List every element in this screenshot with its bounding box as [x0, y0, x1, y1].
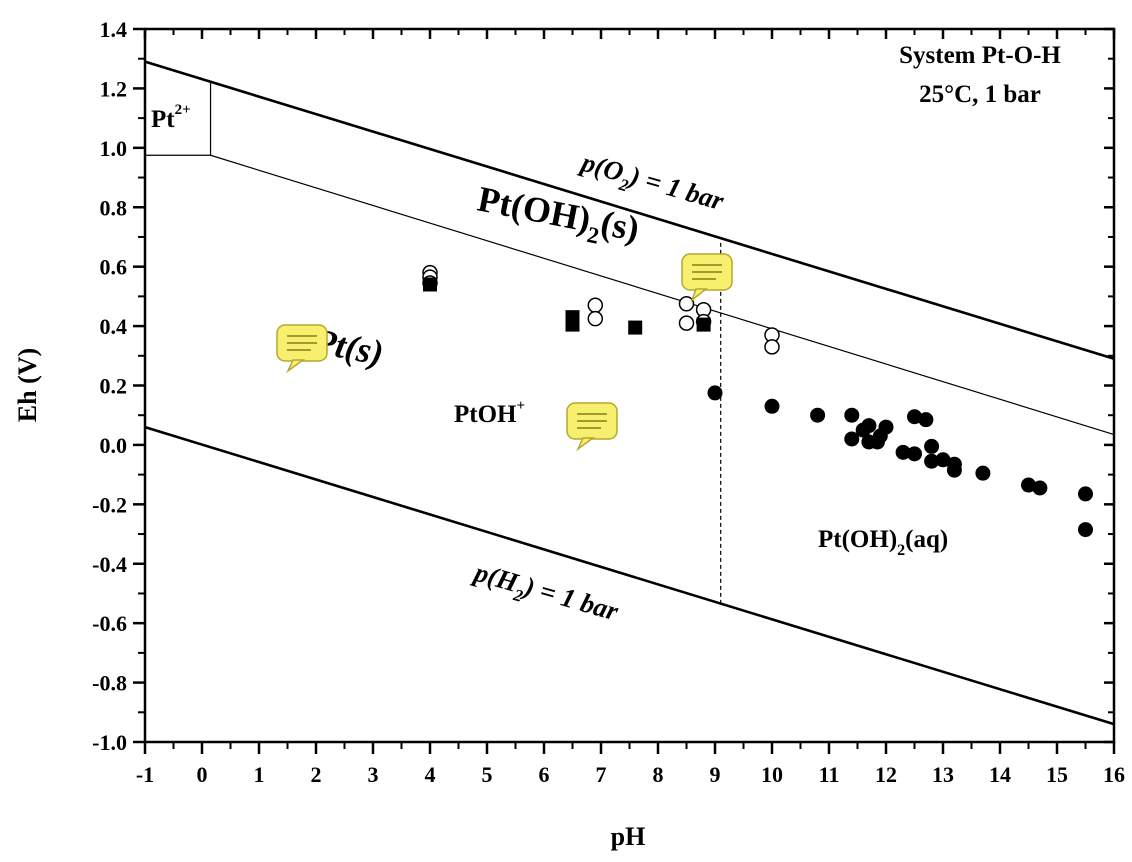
y-tick-label: -1.0 — [92, 730, 127, 755]
data-point-filled-circle — [924, 453, 940, 469]
data-point-filled-circle — [1021, 477, 1036, 493]
line-label-h2: p(H2) = 1 bar — [468, 556, 622, 632]
y-tick-label: 0.2 — [100, 374, 128, 399]
y-axis-title: Eh (V) — [13, 348, 42, 422]
x-tick-label: 12 — [875, 762, 897, 787]
data-point-open-circle — [764, 339, 780, 355]
x-tick-label: 6 — [539, 762, 550, 787]
boundary-line — [144, 60, 1115, 361]
x-tick-label: 15 — [1046, 762, 1068, 787]
y-tick-label: -0.6 — [92, 611, 127, 636]
region-label-ptoh: PtOH+ — [454, 398, 525, 428]
y-tick-label: -0.2 — [92, 492, 127, 517]
note-icon[interactable] — [276, 324, 328, 374]
data-point-filled-circle — [1078, 522, 1093, 538]
data-point-filled-square — [423, 277, 437, 292]
data-point-filled-circle — [895, 444, 911, 460]
data-point-filled-circle — [844, 407, 860, 423]
data-point-filled-square — [696, 317, 711, 332]
y-tick-label: -0.8 — [92, 671, 127, 696]
plot-area-frame — [143, 27, 1116, 744]
data-point-open-circle — [678, 296, 695, 312]
data-point-open-circle — [678, 315, 695, 331]
x-tick-label: -1 — [136, 762, 154, 787]
data-point-filled-circle — [810, 407, 826, 423]
x-tick-label: 5 — [482, 762, 493, 787]
region-label-pt2: Pt2+ — [151, 102, 191, 133]
data-point-filled-circle — [907, 409, 922, 425]
x-tick-label: 0 — [197, 762, 208, 787]
chart-title: System Pt-O-H — [899, 42, 1061, 69]
x-tick-label: 2 — [311, 762, 322, 787]
data-point-filled-circle — [707, 385, 723, 401]
x-tick-label: 11 — [819, 762, 840, 787]
note-icon[interactable] — [566, 402, 618, 452]
data-point-filled-square — [628, 320, 643, 335]
boundary-line — [210, 154, 1115, 436]
note-icon[interactable] — [681, 253, 733, 303]
data-point-filled-circle — [1032, 480, 1048, 496]
chart-subtitle: 25°C, 1 bar — [919, 81, 1041, 108]
data-point-filled-circle — [844, 431, 860, 447]
boundary-line — [144, 425, 1115, 726]
x-tick-label: 8 — [653, 762, 664, 787]
x-tick-label: 4 — [425, 762, 436, 787]
data-point-filled-circle — [918, 412, 934, 428]
data-point-filled-circle — [946, 462, 962, 478]
x-tick-label: 10 — [761, 762, 783, 787]
region-label-ptoh2aq: Pt(OH)2(aq) — [818, 526, 948, 559]
data-point-filled-circle — [878, 419, 894, 435]
line-label-o2: p(O2) = 1 bar — [575, 146, 728, 222]
data-point-filled-circle — [975, 465, 991, 481]
data-point-filled-circle — [1078, 486, 1093, 502]
data-point-filled-circle — [764, 398, 780, 414]
y-tick-label: 1.4 — [100, 17, 128, 42]
y-tick-label: 0.6 — [100, 255, 128, 280]
data-point-open-circle — [587, 297, 604, 314]
y-tick-label: 0.0 — [100, 433, 128, 458]
x-tick-label: 13 — [932, 762, 954, 787]
data-point-open-circle — [587, 310, 604, 327]
y-tick-label: 0.8 — [100, 195, 128, 220]
x-axis-title: pH — [611, 822, 646, 851]
y-tick-label: 1.0 — [100, 136, 128, 161]
data-point-filled-square — [565, 317, 580, 332]
y-tick-label: 1.2 — [100, 76, 128, 101]
x-tick-label: 14 — [989, 762, 1011, 787]
y-tick-label: -0.4 — [92, 552, 127, 577]
data-point-filled-circle — [907, 446, 922, 462]
data-point-filled-circle — [935, 452, 951, 468]
y-tick-label: 0.4 — [100, 314, 128, 339]
data-point-filled-circle — [924, 438, 940, 454]
x-tick-label: 3 — [368, 762, 379, 787]
x-tick-label: 16 — [1103, 762, 1125, 787]
data-point-filled-circle — [861, 418, 877, 434]
x-tick-label: 7 — [596, 762, 607, 787]
x-tick-label: 1 — [254, 762, 265, 787]
x-tick-label: 9 — [710, 762, 721, 787]
